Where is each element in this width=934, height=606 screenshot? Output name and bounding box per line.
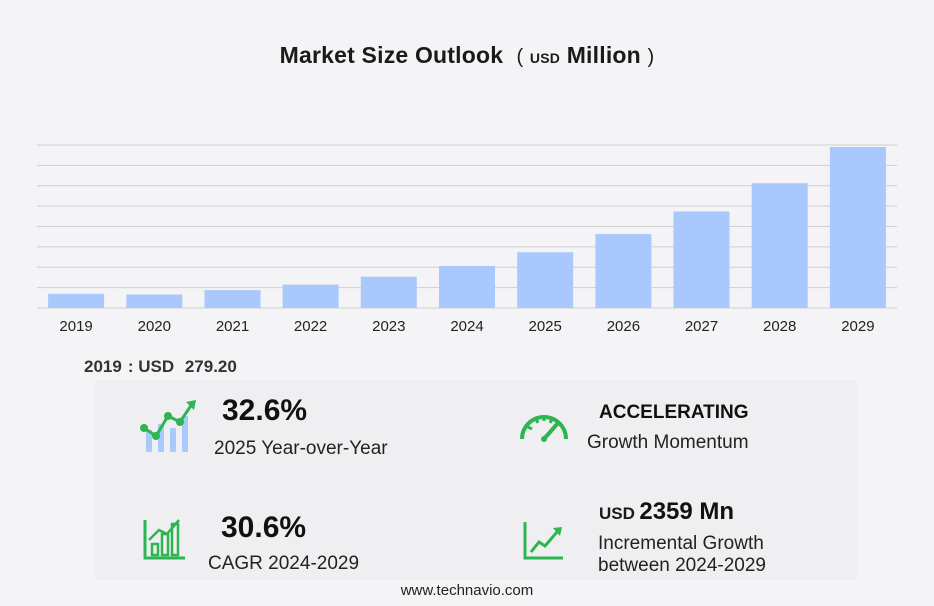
base-year-summary: 2019 : USD 279.20: [84, 357, 243, 377]
cagr-value: 30.6%: [221, 511, 307, 544]
trend-line-icon: [523, 522, 563, 560]
bar-2025: [517, 252, 574, 308]
title-close-paren: ): [647, 46, 655, 68]
x-tick-label: 2025: [529, 318, 562, 335]
summary-separator: : USD: [127, 357, 175, 376]
speedometer-icon: [520, 415, 568, 442]
bar-2022: [282, 284, 339, 308]
stats-panel: [95, 380, 857, 580]
yoy-value: 32.6%: [222, 394, 308, 427]
x-tick-label: 2026: [607, 318, 640, 335]
bar-2021: [204, 290, 261, 308]
chart-title: Market Size Outlook ( USD Million ): [0, 42, 934, 69]
x-tick-label: 2022: [294, 318, 327, 335]
x-tick-label: 2020: [138, 318, 171, 335]
incremental-prefix: USD: [599, 504, 635, 523]
summary-value: 279.20: [184, 357, 237, 376]
yoy-label-wrap: 2025 Year-over-Year: [214, 438, 388, 460]
incremental-stat: USD 2359 Mn: [599, 498, 734, 526]
cagr-stat: 30.6%: [221, 511, 306, 545]
yoy-stat: 32.6%: [222, 394, 307, 428]
bar-chart-icon: [143, 519, 185, 560]
x-tick-label: 2019: [59, 318, 92, 335]
bar-2020: [126, 294, 183, 308]
bar-chart: 2019 2020 2021 2022 2023 2024 2025 2026 2027 2028…: [37, 144, 897, 335]
summary-year: 2019: [84, 357, 122, 376]
cagr-label: CAGR 2024-2029: [208, 553, 360, 574]
x-tick-label: 2023: [372, 318, 405, 335]
bar-2029: [829, 147, 886, 308]
title-main: Market Size Outlook: [279, 42, 504, 68]
incremental-value: 2359 Mn: [639, 498, 735, 525]
title-open-paren: (: [516, 46, 524, 68]
x-tick-label: 2029: [841, 318, 874, 335]
bar-2024: [439, 266, 495, 308]
incremental-label-line1: Incremental Growth: [598, 533, 764, 554]
bar-2027: [673, 211, 730, 308]
momentum-label-wrap: Growth Momentum: [587, 432, 749, 454]
title-unit-prefix: USD: [529, 50, 561, 66]
growth-chart-icon: [140, 400, 196, 452]
x-tick-label: 2027: [685, 318, 718, 335]
incremental-label-wrap: Incremental Growth between 2024-2029: [598, 533, 766, 577]
x-tick-label: 2024: [450, 318, 483, 335]
momentum-stat: ACCELERATING: [599, 402, 749, 424]
bar-2026: [595, 234, 652, 308]
bar-2028: [751, 183, 808, 308]
incremental-label-line2: between 2024-2029: [598, 555, 766, 576]
x-tick-label: 2028: [763, 318, 796, 335]
yoy-label: 2025 Year-over-Year: [214, 438, 388, 459]
bar-2023: [360, 276, 417, 308]
bar-2019: [48, 293, 105, 308]
cagr-label-wrap: CAGR 2024-2029: [208, 553, 359, 575]
momentum-label: Growth Momentum: [587, 432, 749, 453]
title-unit: Million: [566, 42, 641, 68]
footer-source: www.technavio.com: [400, 582, 534, 599]
x-tick-label: 2021: [216, 318, 249, 335]
momentum-value: ACCELERATING: [599, 402, 749, 423]
